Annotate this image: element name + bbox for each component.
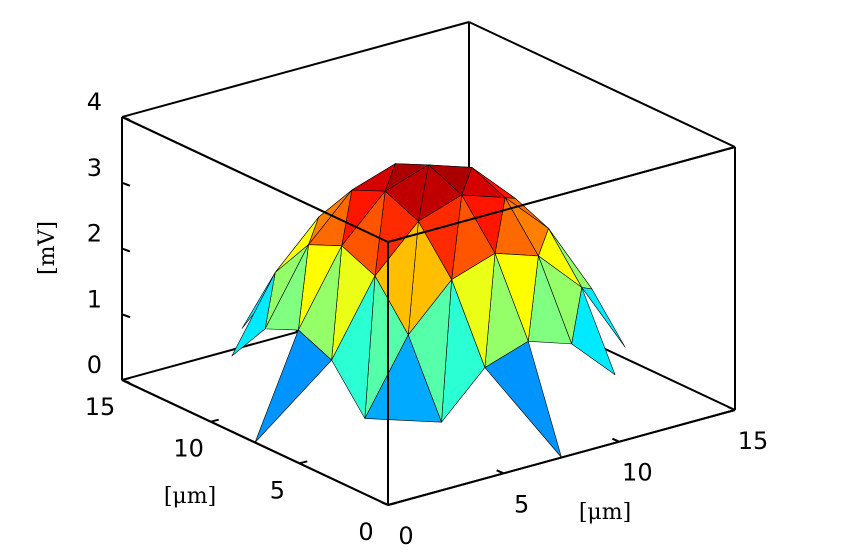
x-tick [727,406,736,411]
box-edge [121,21,470,118]
y-tick-label: 10 [173,435,204,463]
axis-line [387,409,736,506]
z-tick [121,313,131,319]
x-tick [611,437,620,443]
y-tick-label: 15 [85,393,116,421]
z-tick [121,379,131,384]
x-tick-label: 10 [622,459,653,487]
z-tick-label: 4 [87,88,102,116]
y-tick [210,418,219,423]
z-tick-label: 1 [87,285,102,313]
x-tick-label: 0 [398,522,413,550]
x-tick [380,501,389,506]
y-tick-label: 0 [358,518,373,546]
surface-facet [331,275,376,419]
axes-front: 0 5 10 15 0 5 10 15 0 1 2 3 4 [85,88,769,550]
axis-line [121,379,389,506]
x-tick-label: 15 [738,427,769,455]
z-tick [121,181,131,187]
surface-facet [484,340,562,458]
y-tick [299,460,308,465]
surface-facet [254,329,332,443]
box-edge [468,21,736,148]
box-edge [121,116,389,243]
z-tick-label: 0 [87,351,102,379]
surface-facet [264,244,309,331]
x-axis-label: [μm] [579,500,631,525]
y-axis-label: [μm] [164,484,216,509]
box-edge [387,146,736,243]
surface [231,163,626,458]
z-tick [121,247,131,253]
z-tick-label: 3 [87,154,102,182]
y-tick-label: 5 [270,476,285,504]
z-axis-label: [mV] [35,221,60,275]
z-tick-label: 2 [87,220,102,248]
x-tick [496,469,505,475]
z-tick [121,116,131,121]
surface-facet [231,272,276,357]
x-tick-label: 5 [514,490,529,518]
y-tick [387,502,397,506]
surface-facet [364,334,442,423]
